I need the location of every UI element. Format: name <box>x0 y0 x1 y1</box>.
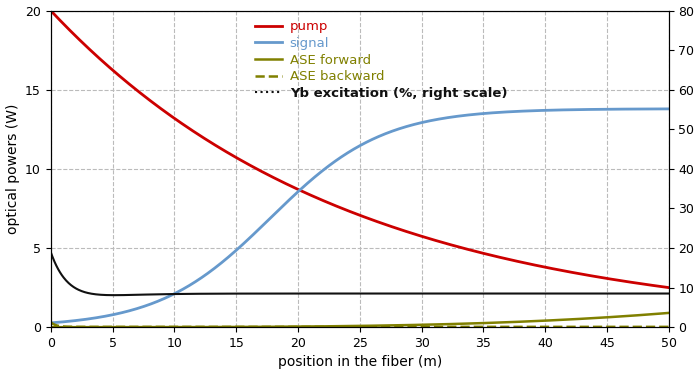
Y-axis label: optical powers (W): optical powers (W) <box>6 104 20 234</box>
Legend: pump, signal, ASE forward, ASE backward, Yb excitation (%, right scale): pump, signal, ASE forward, ASE backward,… <box>256 20 508 100</box>
X-axis label: position in the fiber (m): position in the fiber (m) <box>278 356 442 369</box>
